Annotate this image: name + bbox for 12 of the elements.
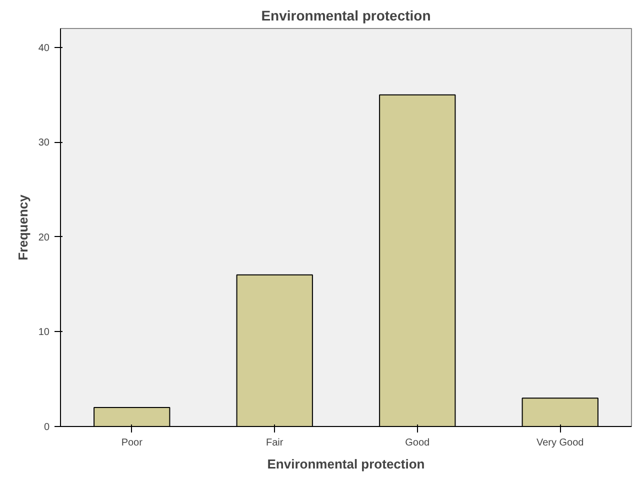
y-tick-label: 20 — [38, 232, 50, 244]
x-tick-label: Poor — [121, 438, 144, 448]
x-axis-title: Environmental protection — [267, 456, 425, 472]
y-tick-label: 30 — [38, 138, 50, 149]
x-tick-label: Fair — [266, 438, 284, 448]
y-tick-label: 40 — [38, 42, 50, 54]
y-tick-label: 0 — [44, 422, 50, 433]
chart-title: Environmental protection — [261, 8, 431, 24]
x-tick-label: Good — [405, 438, 430, 448]
y-tick-label: 10 — [38, 327, 50, 338]
y-axis-title: Frequency — [15, 194, 30, 260]
x-tick-label: Very Good — [536, 438, 584, 448]
